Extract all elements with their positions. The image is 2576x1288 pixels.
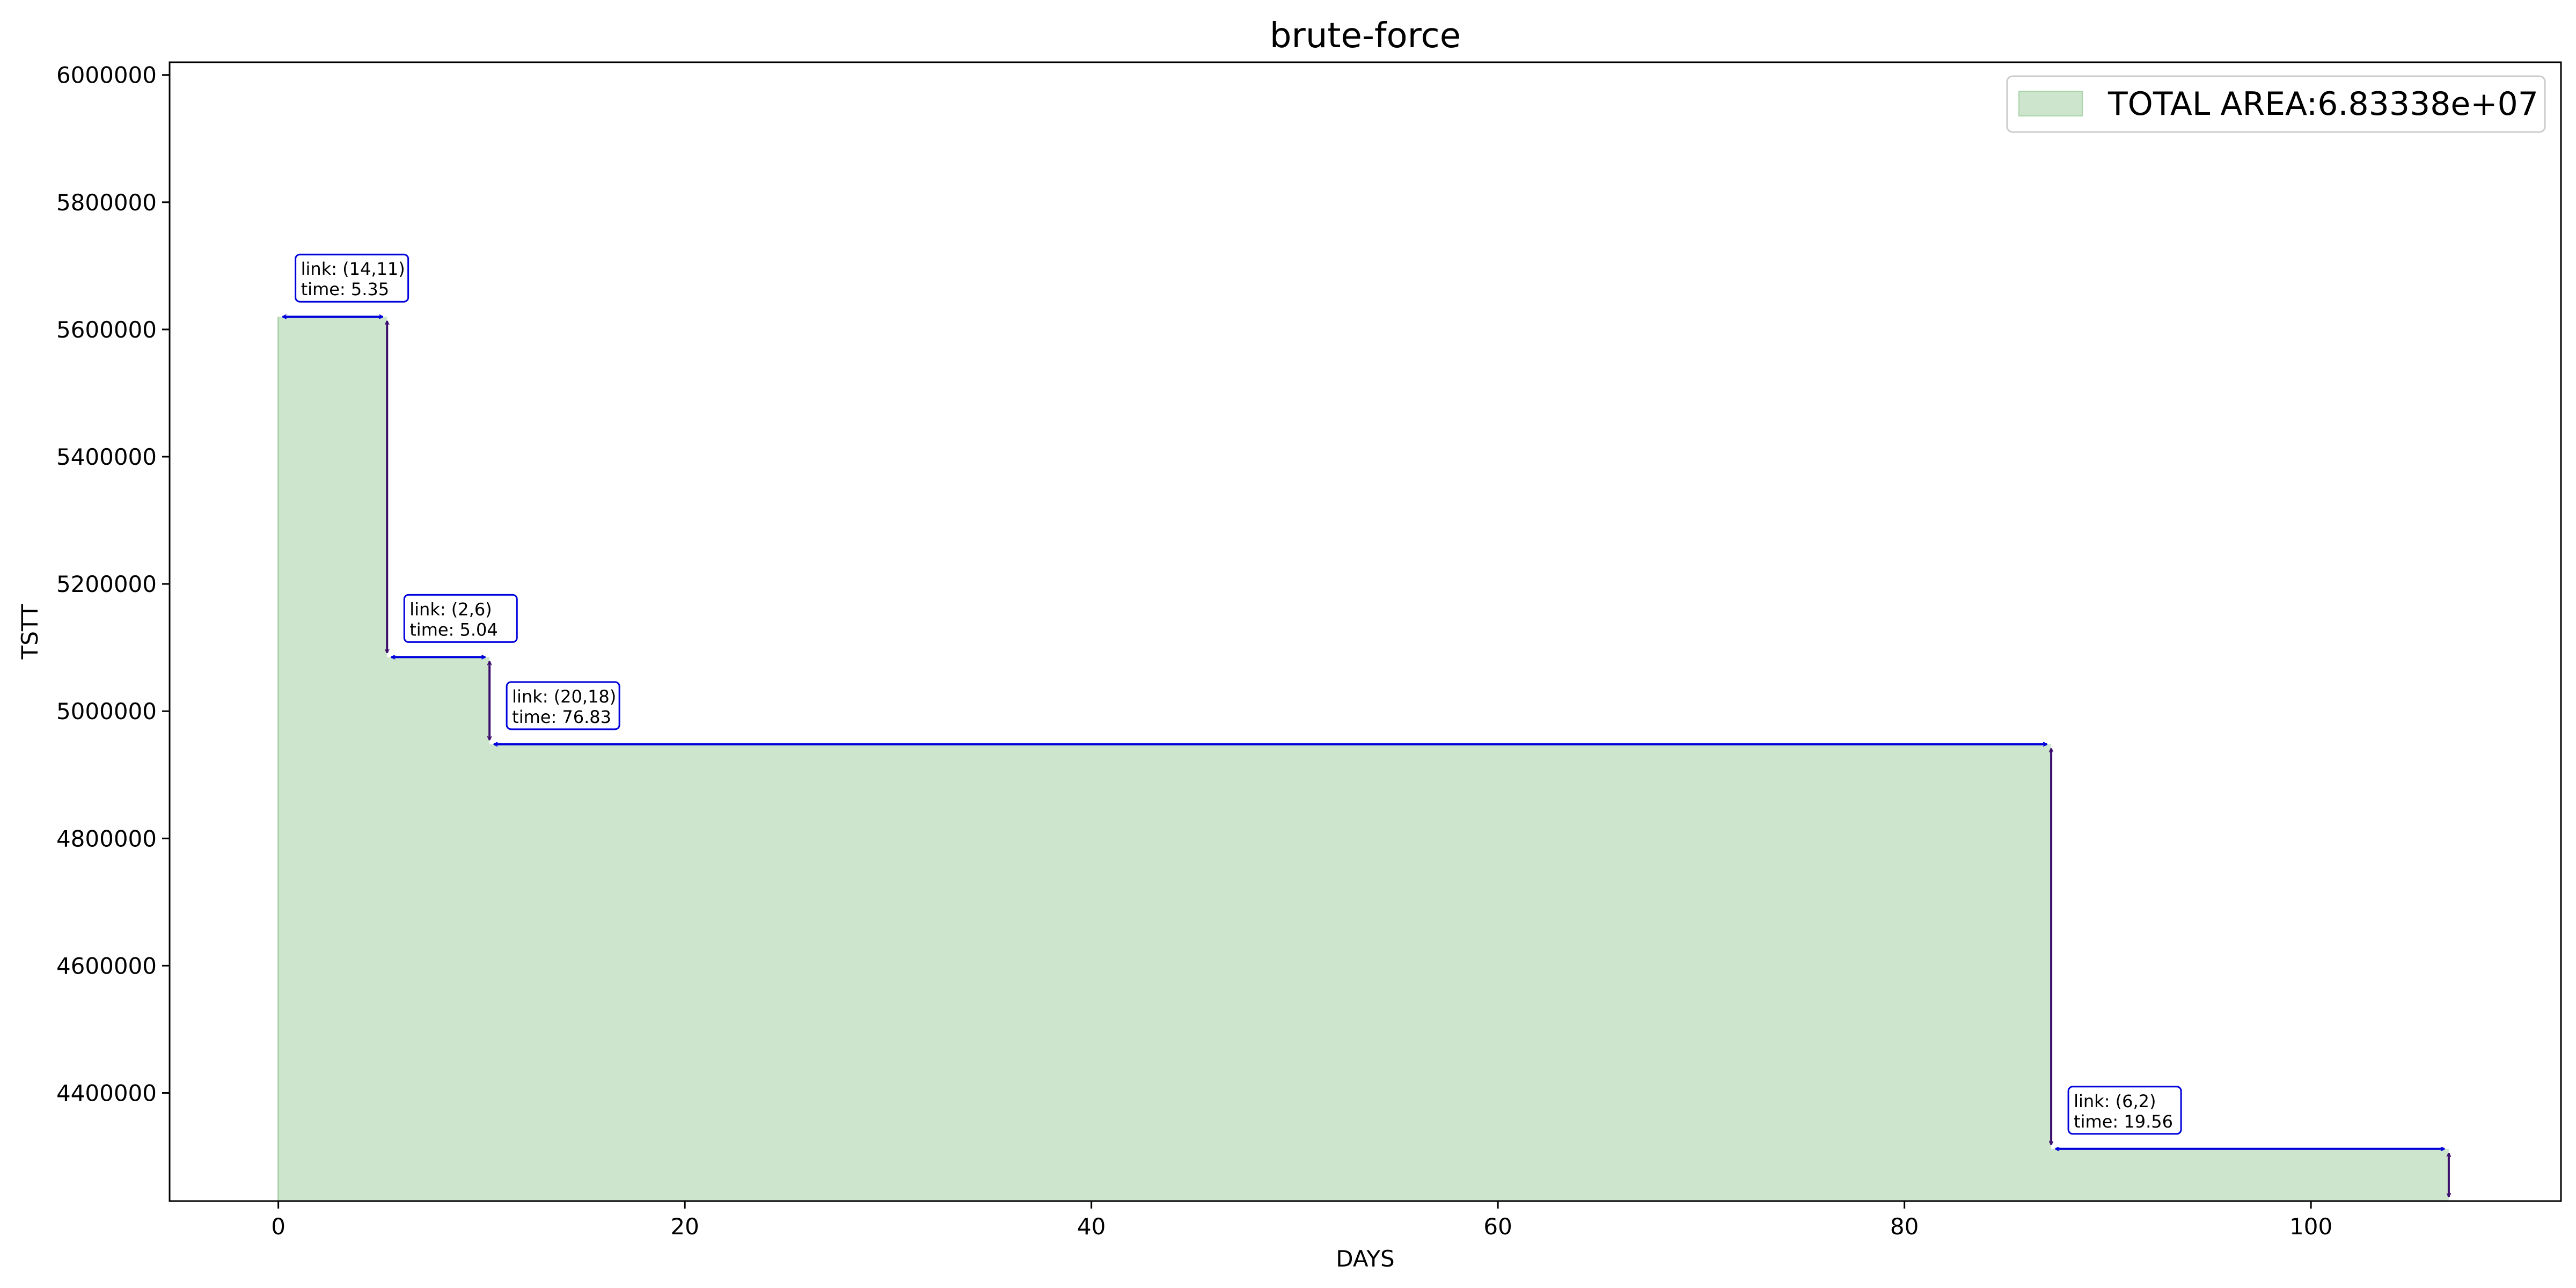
x-axis-ticks: 0 20 40 60 80 100 [271,1201,2332,1240]
legend-label: TOTAL AREA:6.83338e+07 [2107,85,2538,123]
annotation-link-label: link: (20,18) [512,686,616,707]
y-tick-label: 5600000 [56,317,157,343]
x-axis-label: DAYS [1336,1246,1394,1272]
x-tick-label: 0 [271,1213,286,1240]
x-tick-label: 100 [2289,1213,2332,1240]
plot-frame [169,61,2562,1202]
y-tick-label: 5000000 [56,698,157,724]
legend-box [2006,75,2546,133]
x-tick-label: 80 [1890,1213,1919,1240]
y-tick-label: 4800000 [56,825,157,852]
x-tick-label: 40 [1077,1213,1106,1240]
y-axis-ticks: 4400000 4600000 4800000 5000000 5200000 54000… [56,62,170,1106]
plot-area [277,317,2449,1201]
annotation-link-label: link: (14,11) [301,259,405,279]
annotation-box [506,681,620,730]
annotation-box [403,594,518,643]
y-tick-label: 6000000 [56,62,157,89]
legend-swatch [2018,91,2083,116]
x-tick-label: 60 [1483,1213,1512,1240]
y-tick-label: 5200000 [56,571,157,597]
annotation-box [295,253,409,303]
y-axis-label: TSTT [17,604,43,660]
annotation-time-label: time: 76.83 [512,707,611,727]
annotation-time-label: time: 5.35 [301,279,390,299]
annotation-box [2067,1086,2182,1135]
x-tick-label: 20 [670,1213,699,1240]
y-tick-label: 5800000 [56,189,157,216]
legend: TOTAL AREA:6.83338e+07 [2006,75,2546,133]
annotation-link-label: link: (2,6) [409,599,492,619]
chart-title: brute-force [1270,16,1461,56]
annotation-time-label: time: 5.04 [409,619,498,640]
y-tick-label: 5400000 [56,444,157,470]
step-area [278,317,2449,1201]
y-tick-label: 4600000 [56,953,157,979]
annotation-link-label: link: (6,2) [2074,1091,2156,1111]
y-tick-label: 4400000 [56,1080,157,1106]
annotation-time-label: time: 19.56 [2074,1111,2173,1132]
